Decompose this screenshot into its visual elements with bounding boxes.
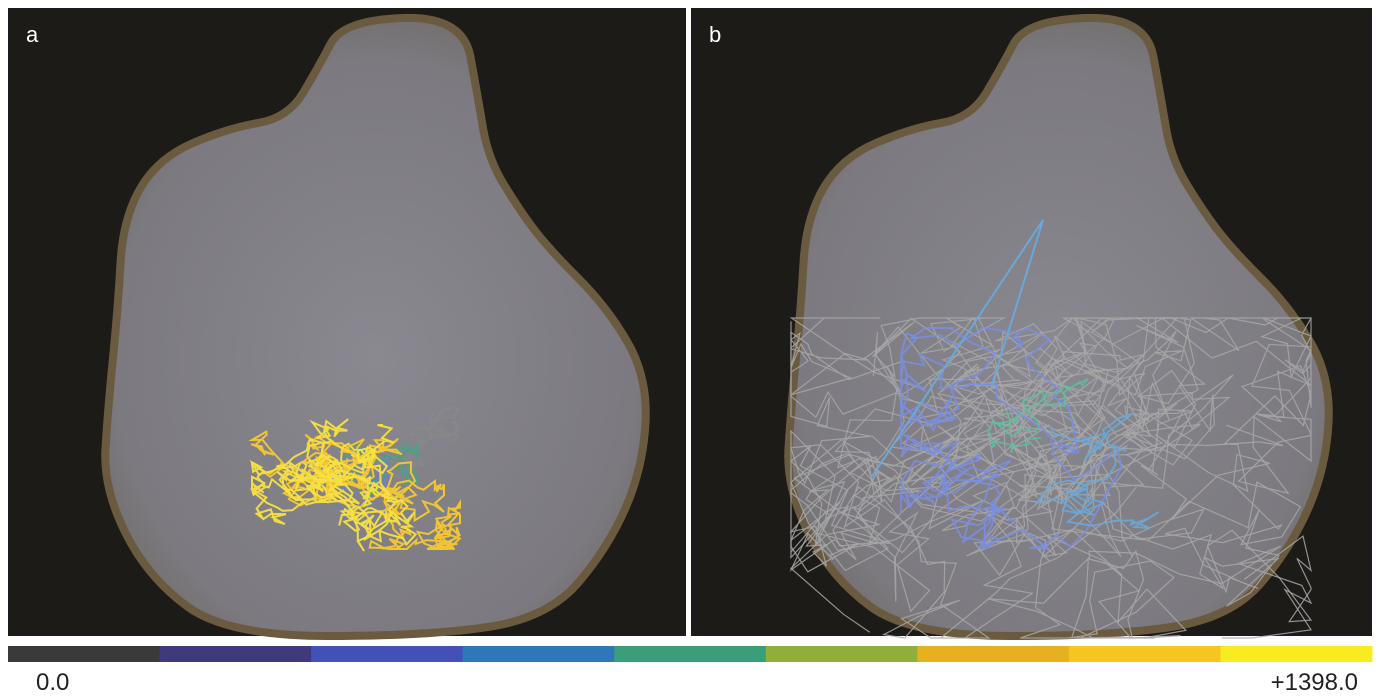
colorbar-segment: [766, 646, 918, 662]
figure: a b 0.0 +1398.0: [0, 0, 1380, 699]
panel: b: [691, 8, 1372, 638]
panel: a: [8, 8, 686, 636]
colorbar-segment: [1220, 646, 1372, 662]
colorbar-segment: [311, 646, 463, 662]
colorbar-segment: [1069, 646, 1221, 662]
colorbar-segment: [614, 646, 766, 662]
panel-label: b: [709, 22, 721, 47]
colorbar-segment: [917, 646, 1069, 662]
colorbar-max-label: +1398.0: [1271, 669, 1358, 696]
colorbar-segment: [160, 646, 312, 662]
page: a b 0.0 +1398.0 (() => { const data = JS…: [0, 0, 1380, 699]
colorbar-segment: [8, 646, 160, 662]
colorbar-min-label: 0.0: [36, 669, 69, 696]
panel-label: a: [26, 22, 39, 47]
colorbar-segment: [463, 646, 615, 662]
colorbar: [8, 646, 1373, 662]
